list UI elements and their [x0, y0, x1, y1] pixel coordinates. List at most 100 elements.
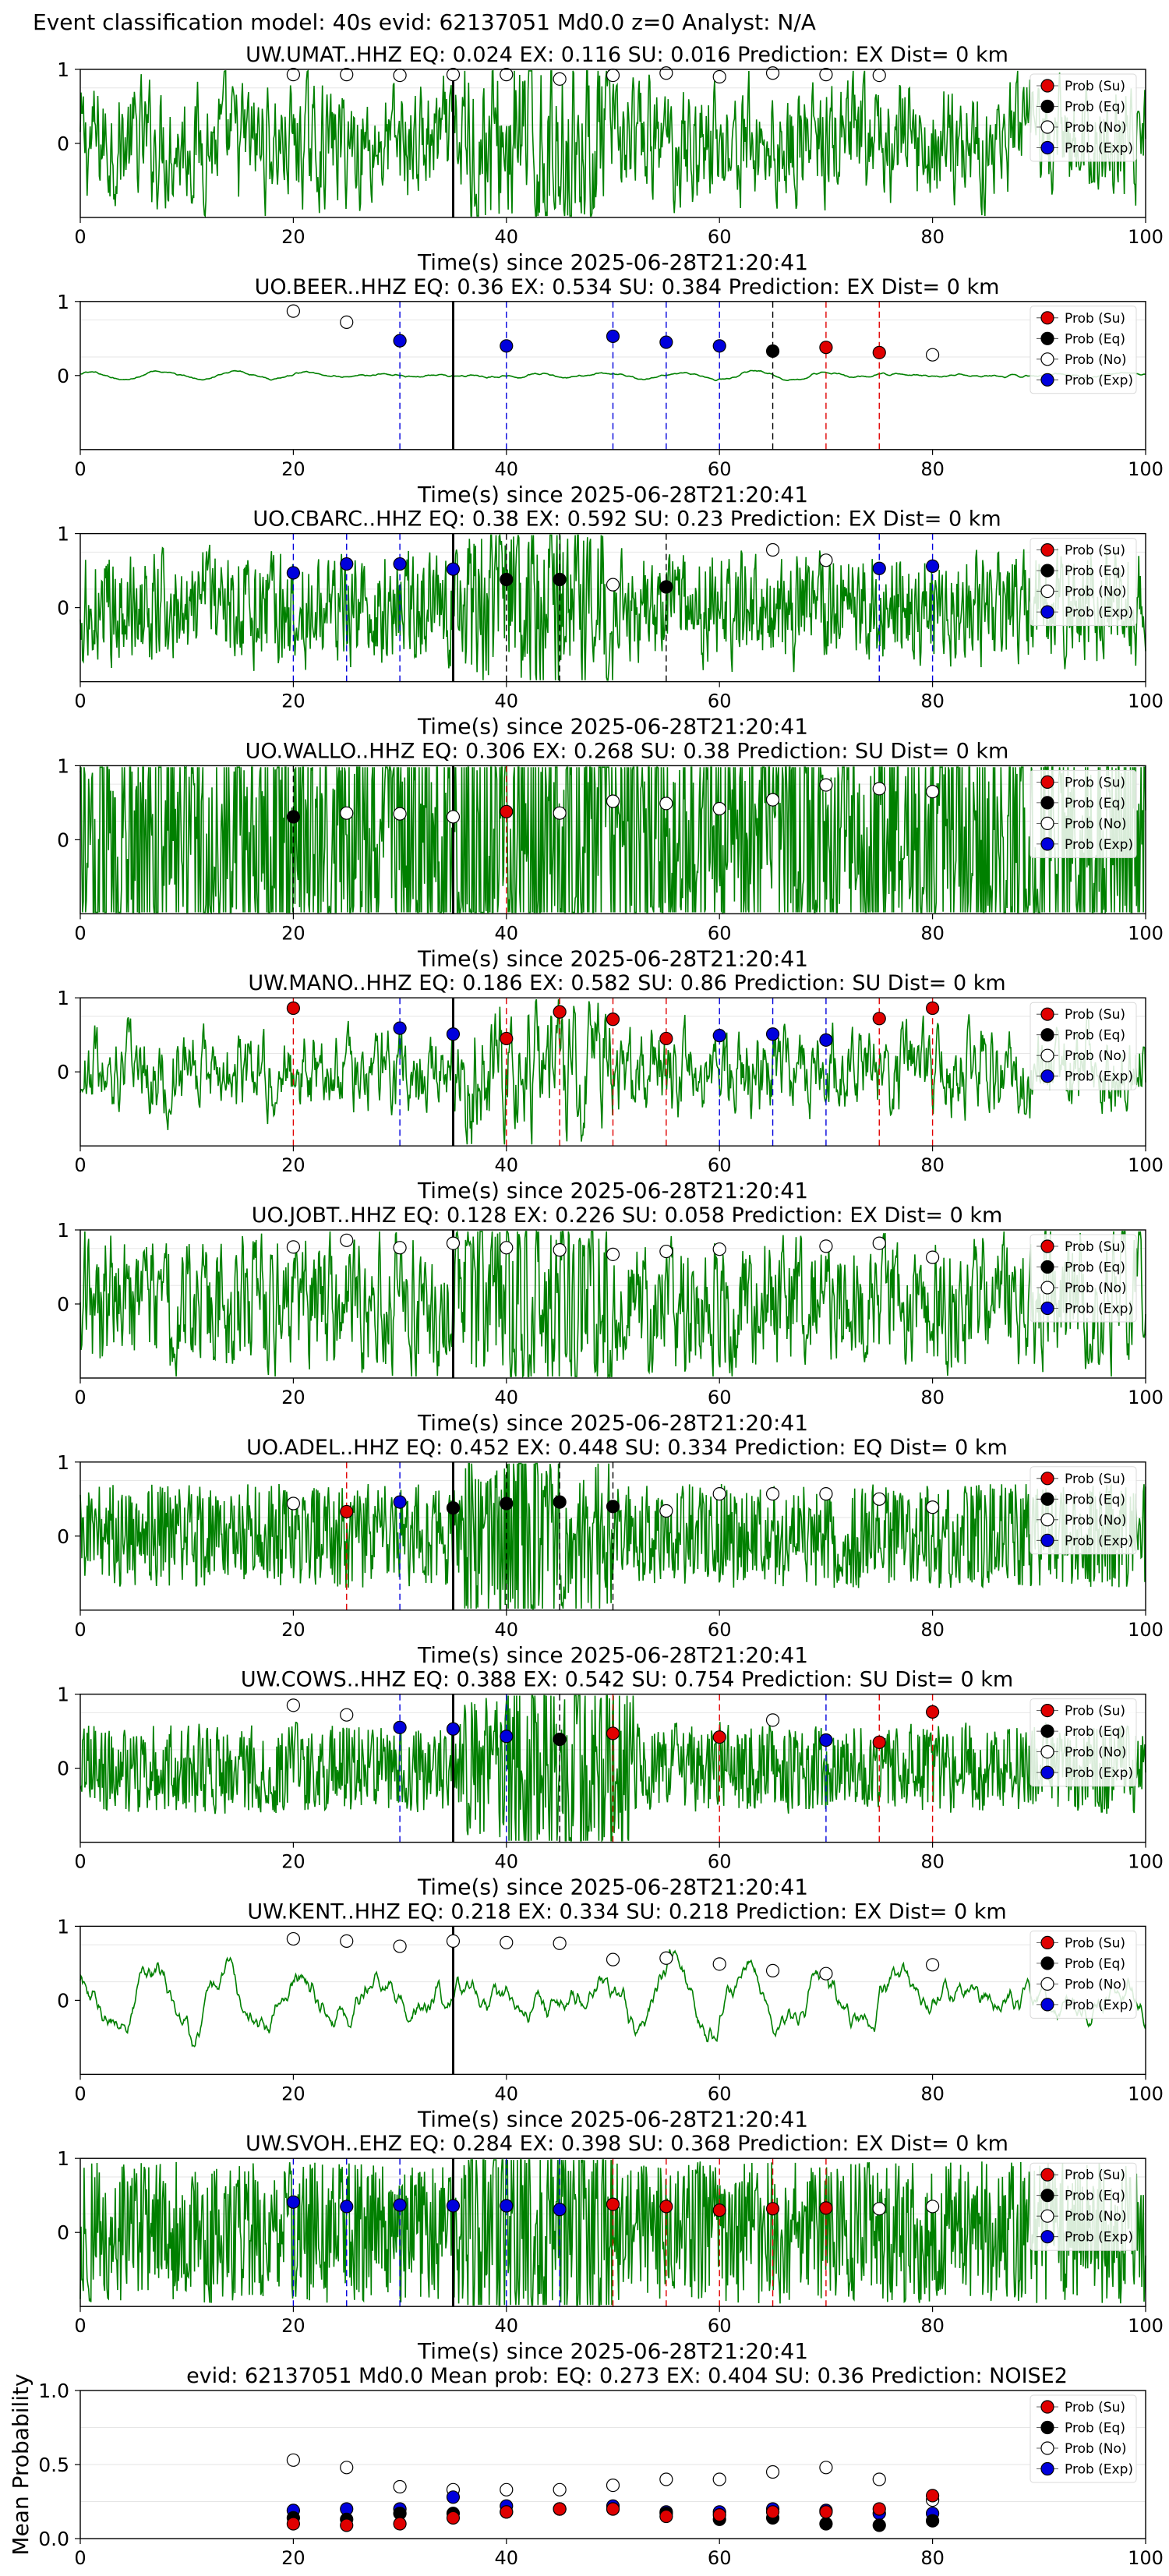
legend-box — [1029, 2162, 1137, 2251]
prob-marker-no — [659, 66, 673, 80]
x-tick-label: 100 — [1128, 2547, 1164, 2569]
y-axis-label: Mean Probability — [8, 2373, 34, 2555]
y-tick-label: 1 — [57, 523, 69, 546]
y-tick-label: 1 — [57, 1219, 69, 1242]
prob-marker-su — [606, 2197, 620, 2211]
panel-title: UO.JOBT..HHZ EQ: 0.128 EX: 0.226 SU: 0.0… — [252, 1203, 1003, 1228]
mean-marker-su — [553, 2502, 567, 2516]
y-tick-label: 0 — [57, 1758, 69, 1780]
prob-marker-no — [500, 1935, 514, 1949]
legend-marker — [1040, 1007, 1054, 1021]
legend-label: Prob (Su) — [1065, 775, 1125, 790]
y-tick-label: 1 — [57, 1684, 69, 1706]
mean-marker-su — [925, 2489, 940, 2503]
prob-marker-su — [500, 1031, 514, 1046]
x-tick-label: 40 — [495, 2547, 519, 2569]
x-tick-label: 80 — [920, 458, 945, 480]
prob-marker-no — [925, 1958, 940, 1972]
y-tick-label: 0 — [57, 133, 69, 155]
mean-marker-no — [393, 2479, 407, 2494]
x-tick-label: 20 — [281, 2547, 305, 2569]
x-tick-label: 60 — [708, 922, 732, 944]
legend-label: Prob (No) — [1065, 120, 1127, 136]
x-tick-label: 40 — [495, 691, 519, 712]
x-tick-label: 20 — [281, 2315, 305, 2337]
legend-box — [1029, 73, 1137, 162]
prob-marker-no — [393, 807, 407, 821]
legend-label: Prob (Eq) — [1065, 564, 1125, 579]
y-tick-label: 1 — [57, 1915, 69, 1938]
x-tick-label: 100 — [1128, 1619, 1164, 1641]
prob-marker-no — [500, 1241, 514, 1255]
x-tick-label: 0 — [74, 1154, 86, 1176]
prob-marker-exp — [606, 329, 620, 344]
mean-marker-no — [765, 2465, 780, 2479]
panel-uw-mano--hhz: UW.MANO..HHZ EQ: 0.186 EX: 0.582 SU: 0.8… — [57, 971, 1164, 1203]
prob-marker-exp — [712, 1029, 726, 1043]
prob-marker-no — [286, 68, 300, 82]
mean-marker-su — [340, 2518, 354, 2532]
legend-marker — [1040, 796, 1054, 810]
x-tick-label: 0 — [74, 1387, 86, 1408]
x-tick-label: 20 — [281, 2083, 305, 2104]
legend-label: Prob (Su) — [1065, 1472, 1125, 1487]
prob-marker-no — [819, 778, 833, 792]
prob-marker-no — [340, 315, 354, 329]
y-tick-label: 0 — [57, 365, 69, 387]
x-axis-label: Time(s) since 2025-06-28T21:20:41 — [417, 1875, 808, 1900]
prob-marker-eq — [286, 810, 300, 824]
panel-title: UO.ADEL..HHZ EQ: 0.452 EX: 0.448 SU: 0.3… — [246, 1436, 1008, 1460]
x-tick-label: 0 — [74, 2315, 86, 2337]
x-tick-label: 100 — [1128, 2315, 1164, 2337]
panel-title: UW.MANO..HHZ EQ: 0.186 EX: 0.582 SU: 0.8… — [248, 971, 1005, 995]
prob-marker-su — [819, 2201, 833, 2215]
waveform-trace — [79, 69, 1146, 218]
prob-marker-su — [712, 1730, 726, 1744]
prob-marker-exp — [393, 1021, 407, 1035]
mean-marker-no — [286, 2453, 300, 2467]
legend-label: Prob (No) — [1065, 1281, 1127, 1296]
legend-marker — [1040, 816, 1054, 831]
legend-label: Prob (Su) — [1065, 1935, 1125, 1951]
mean-probability-panel: evid: 62137051 Md0.0 Mean prob: EQ: 0.27… — [8, 2364, 1164, 2569]
prob-marker-exp — [446, 1722, 461, 1736]
prob-marker-no — [765, 1963, 780, 1977]
y-tick-label: 1 — [57, 1451, 69, 1474]
legend-marker — [1040, 1239, 1054, 1253]
prob-marker-exp — [872, 561, 886, 575]
x-axis-label: Time(s) since 2025-06-28T21:20:41 — [417, 945, 808, 971]
legend-marker — [1040, 1472, 1054, 1486]
prob-marker-su — [553, 1005, 567, 1019]
x-tick-label: 60 — [708, 1619, 732, 1641]
x-tick-label: 20 — [281, 691, 305, 712]
legend-marker — [1040, 1028, 1054, 1042]
prob-marker-no — [286, 304, 300, 318]
mean-marker-eq — [872, 2518, 886, 2532]
legend-marker — [1040, 1956, 1054, 1970]
legend-label: Prob (Eq) — [1065, 2189, 1125, 2204]
x-tick-label: 20 — [281, 1154, 305, 1176]
prob-marker-no — [659, 1504, 673, 1518]
prob-marker-eq — [553, 1495, 567, 1509]
x-axis-label: Time(s) since 2025-06-28T21:20:41 — [417, 482, 808, 507]
prob-marker-no — [765, 542, 780, 557]
prob-marker-no — [819, 1239, 833, 1253]
x-tick-label: 60 — [708, 2547, 732, 2569]
prob-marker-su — [872, 345, 886, 359]
legend-label: Prob (Su) — [1065, 311, 1125, 327]
legend-label: Prob (Exp) — [1065, 1302, 1133, 1317]
prob-marker-su — [606, 1726, 620, 1740]
x-tick-label: 20 — [281, 226, 305, 248]
x-axis-label: Time(s) since 2025-06-28T21:20:41 — [417, 2106, 808, 2132]
x-tick-label: 0 — [74, 1851, 86, 1873]
x-tick-label: 80 — [920, 226, 945, 248]
legend-box — [1029, 2394, 1137, 2483]
prob-marker-no — [872, 68, 886, 83]
prob-marker-su — [925, 1705, 940, 1719]
legend-marker — [1040, 1704, 1054, 1718]
legend-label: Prob (Exp) — [1065, 1069, 1133, 1085]
legend-label: Prob (No) — [1065, 1048, 1127, 1064]
y-tick-label: 0 — [57, 829, 69, 851]
x-tick-label: 40 — [495, 1387, 519, 1408]
